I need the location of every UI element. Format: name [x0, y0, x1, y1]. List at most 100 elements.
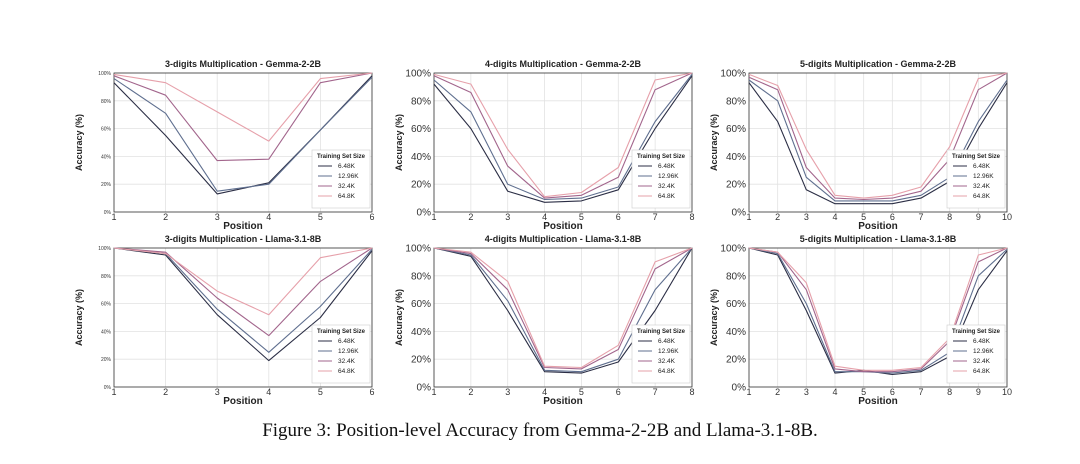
- legend-title: Training Set Size: [317, 154, 366, 160]
- legend-box: [946, 149, 1006, 209]
- plot-frame: [113, 247, 373, 388]
- x-tick-label: 1: [431, 212, 436, 222]
- series-line-32.4K: [113, 72, 373, 162]
- y-axis-label: Accuracy (%): [394, 114, 404, 171]
- line-chart: 5-digits Multiplication - Gemma-2-2B 0% 20…: [709, 59, 1012, 230]
- x-tick-label: 1: [111, 212, 116, 222]
- x-tick-label: 5: [579, 387, 584, 397]
- x-tick-label: 6: [616, 212, 621, 222]
- legend-box: [631, 149, 691, 209]
- series-line-32.4K: [433, 247, 693, 370]
- x-tick-label: 3: [505, 212, 510, 222]
- series-line-32.4K: [113, 247, 373, 337]
- legend-label: 64.8K: [973, 368, 991, 375]
- y-tick-label: 0%: [104, 385, 112, 391]
- series-line-12.96K: [433, 74, 693, 201]
- plot-frame: [748, 72, 1008, 213]
- legend-label: 6.48K: [338, 163, 356, 170]
- legend-label: 64.8K: [658, 368, 676, 375]
- x-tick-label: 10: [1002, 387, 1012, 397]
- x-tick-label: 1: [746, 387, 751, 397]
- legend-label: 32.4K: [658, 183, 676, 190]
- y-tick-label: 80%: [726, 96, 746, 107]
- x-tick-label: 3: [215, 387, 220, 397]
- legend-box: [946, 324, 1006, 384]
- x-tick-label: 4: [266, 387, 271, 397]
- series-line-32.4K: [433, 72, 693, 199]
- x-tick-label: 4: [832, 212, 837, 222]
- x-axis-label: Position: [543, 396, 582, 405]
- legend-label: 6.48K: [973, 338, 991, 345]
- y-tick-label: 100%: [720, 69, 746, 80]
- x-tick-label: 2: [163, 212, 168, 222]
- x-tick-label: 2: [163, 387, 168, 397]
- y-tick-label: 40%: [411, 152, 431, 163]
- legend-box: [311, 149, 371, 209]
- x-tick-label: 5: [318, 212, 323, 222]
- series-line-64.8K: [113, 72, 373, 142]
- y-tick-label: 60%: [101, 302, 112, 308]
- plot-frame: [748, 247, 1008, 388]
- x-tick-label: 3: [804, 212, 809, 222]
- x-tick-label: 7: [653, 212, 658, 222]
- x-tick-label: 2: [468, 387, 473, 397]
- legend-title: Training Set Size: [637, 329, 686, 335]
- y-tick-label: 100%: [405, 69, 431, 80]
- plot-frame: [433, 247, 693, 388]
- x-tick-label: 6: [890, 212, 895, 222]
- x-tick-label: 7: [653, 387, 658, 397]
- y-tick-label: 60%: [101, 127, 112, 133]
- y-tick-label: 20%: [101, 357, 112, 363]
- y-tick-label: 20%: [726, 355, 746, 366]
- x-tick-label: 1: [746, 212, 751, 222]
- x-tick-label: 1: [111, 387, 116, 397]
- legend-label: 64.8K: [973, 193, 991, 200]
- y-tick-label: 100%: [405, 244, 431, 255]
- legend-title: Training Set Size: [637, 154, 686, 160]
- legend-label: 6.48K: [658, 163, 676, 170]
- y-axis-label: Accuracy (%): [74, 114, 84, 171]
- series-line-12.96K: [113, 76, 373, 192]
- plot-frame: [113, 72, 373, 213]
- y-tick-label: 80%: [101, 99, 112, 105]
- y-tick-label: 60%: [726, 124, 746, 135]
- series-line-64.8K: [433, 72, 693, 198]
- x-tick-label: 3: [215, 212, 220, 222]
- chart-grid: 3-digits Multiplication - Gemma-2-2B 0% 20…: [74, 59, 1012, 405]
- x-tick-label: 8: [947, 387, 952, 397]
- x-tick-label: 7: [918, 212, 923, 222]
- x-tick-label: 4: [832, 387, 837, 397]
- x-tick-label: 4: [542, 212, 547, 222]
- legend-label: 12.96K: [658, 173, 679, 180]
- x-tick-label: 1: [431, 387, 436, 397]
- legend-label: 32.4K: [973, 183, 991, 190]
- legend-label: 12.96K: [973, 348, 994, 355]
- legend-box: [311, 324, 371, 384]
- legend-label: 64.8K: [338, 368, 356, 375]
- y-tick-label: 0%: [417, 383, 432, 394]
- y-axis-label: Accuracy (%): [709, 289, 719, 346]
- y-tick-label: 60%: [726, 299, 746, 310]
- chart-title: 3-digits Multiplication - Llama-3.1-8B: [165, 234, 322, 244]
- y-tick-label: 40%: [101, 329, 112, 335]
- legend-label: 32.4K: [338, 358, 356, 365]
- y-axis-label: Accuracy (%): [709, 114, 719, 171]
- y-tick-label: 80%: [726, 271, 746, 282]
- legend-label: 12.96K: [338, 173, 359, 180]
- series-line-12.96K: [748, 79, 1008, 202]
- y-tick-label: 80%: [101, 274, 112, 280]
- legend-label: 32.4K: [658, 358, 676, 365]
- x-tick-label: 6: [369, 387, 374, 397]
- chart-title: 5-digits Multiplication - Llama-3.1-8B: [800, 234, 957, 244]
- chart-title: 4-digits Multiplication - Llama-3.1-8B: [485, 234, 642, 244]
- x-axis-label: Position: [543, 221, 582, 230]
- chart-title: 4-digits Multiplication - Gemma-2-2B: [485, 59, 642, 69]
- series-line-64.8K: [748, 247, 1008, 371]
- y-tick-label: 20%: [411, 355, 431, 366]
- plot-frame: [433, 72, 693, 213]
- legend-title: Training Set Size: [952, 154, 1001, 160]
- y-tick-label: 100%: [720, 244, 746, 255]
- x-tick-label: 10: [1002, 212, 1012, 222]
- line-chart: 5-digits Multiplication - Llama-3.1-8B 0%…: [709, 234, 1012, 405]
- series-line-6.48K: [113, 247, 373, 362]
